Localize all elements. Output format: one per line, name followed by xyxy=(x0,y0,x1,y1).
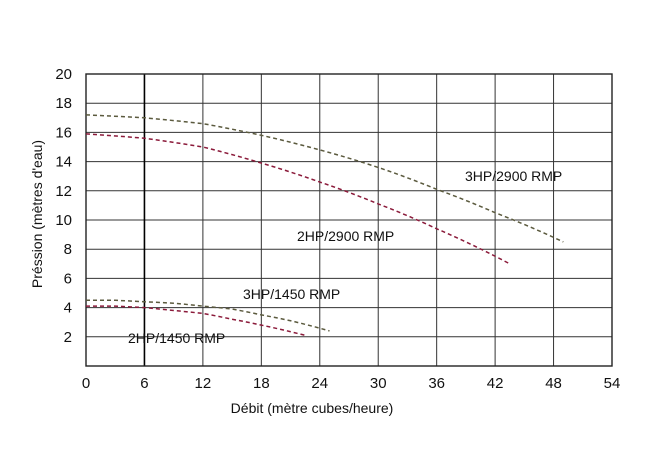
series-label: 3HP/2900 RMP xyxy=(465,168,562,184)
y-tick-label: 18 xyxy=(55,95,72,112)
x-tick-label: 36 xyxy=(428,375,445,392)
y-tick-label: 10 xyxy=(55,212,72,229)
y-tick-label: 12 xyxy=(55,183,72,200)
x-tick-label: 54 xyxy=(604,375,621,392)
series-line xyxy=(86,299,330,332)
series-label: 2HP/1450 RMP xyxy=(128,330,225,346)
series-labels: 3HP/2900 RMP 2HP/2900 RMP 3HP/1450 RMP 2HP/… xyxy=(128,168,562,346)
y-tick-label: 4 xyxy=(64,300,72,317)
plot-frame xyxy=(85,73,613,367)
y-tick-label: 14 xyxy=(55,154,72,171)
y-tick-label: 8 xyxy=(64,241,72,258)
x-tick-label: 42 xyxy=(487,375,504,392)
x-tick-label: 12 xyxy=(195,375,212,392)
series-line xyxy=(86,305,306,337)
x-tick-label: 18 xyxy=(253,375,270,392)
y-tick-label: 6 xyxy=(64,270,72,287)
x-tick-label: 48 xyxy=(545,375,562,392)
x-axis-label: Débit (mètre cubes/heure) xyxy=(231,400,394,416)
x-tick-label: 30 xyxy=(370,375,387,392)
x-tick-label: 0 xyxy=(82,375,90,392)
series-lines xyxy=(85,114,564,337)
series-label: 3HP/1450 RMP xyxy=(243,286,340,302)
series-label: 2HP/2900 RMP xyxy=(297,228,394,244)
x-tick-label: 6 xyxy=(140,375,148,392)
y-axis-label: Préssion (mètres d'eau) xyxy=(29,140,45,288)
y-tick-label: 20 xyxy=(55,66,72,83)
grid xyxy=(85,73,613,367)
y-tick-label: 16 xyxy=(55,124,72,141)
y-tick-label: 2 xyxy=(64,329,72,346)
series-line xyxy=(85,133,511,265)
x-tick-label: 24 xyxy=(311,375,328,392)
